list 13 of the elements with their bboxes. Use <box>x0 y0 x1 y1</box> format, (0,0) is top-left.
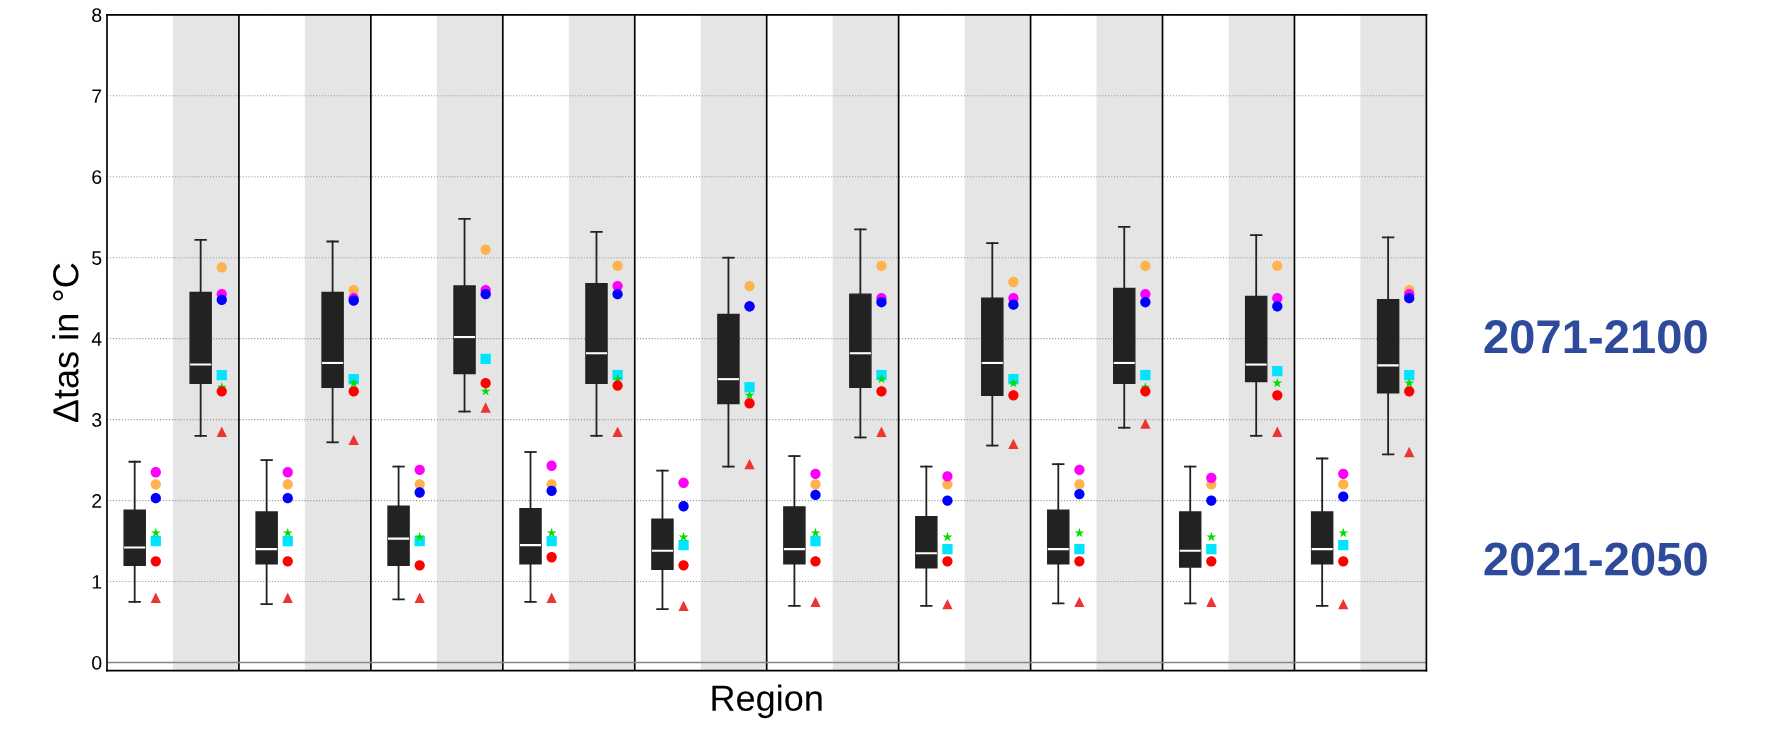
x-axis-title: Region <box>712 684 822 719</box>
y-tick-label: 8 <box>92 8 102 23</box>
y-tick-label: 4 <box>91 332 102 346</box>
text: 2071-2100 <box>1484 320 1707 354</box>
y-tick-label: 6 <box>92 170 102 184</box>
y-axis-title: Δtas in °C <box>52 263 79 423</box>
y-tick-label: 1 <box>92 575 102 589</box>
text: 2021-2050 <box>1484 542 1707 576</box>
y-tick-label: 7 <box>92 89 102 103</box>
y-tick-label: 3 <box>92 413 102 427</box>
y-tick-label: 5 <box>92 251 102 265</box>
y-tick-label: 0 <box>92 655 102 670</box>
y-tick-label: 2 <box>92 494 102 508</box>
